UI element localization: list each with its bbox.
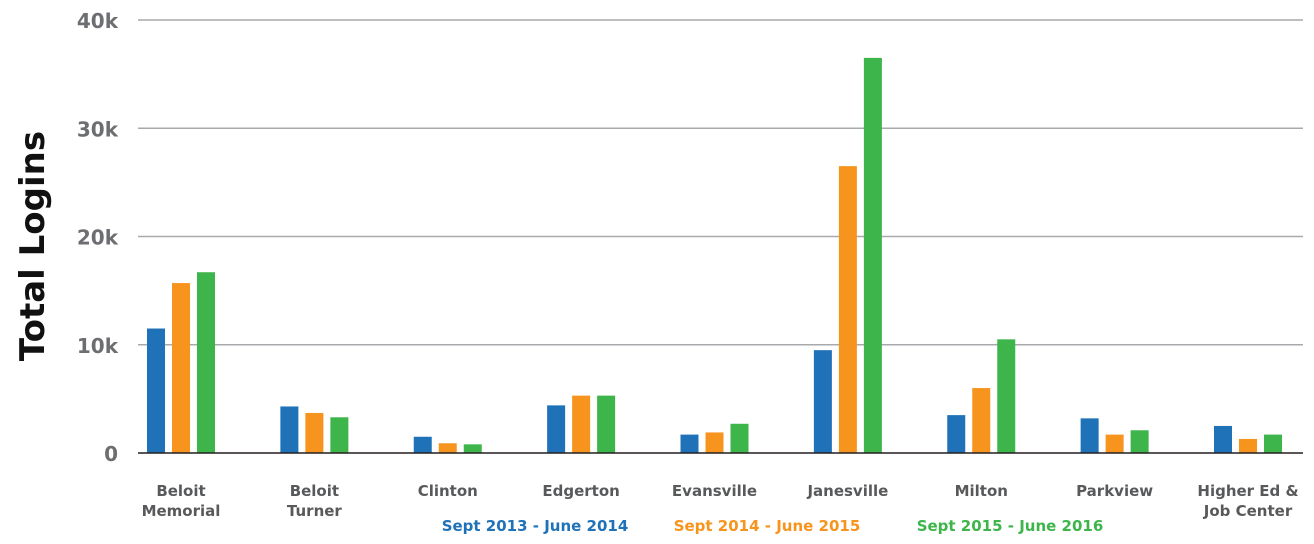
bar xyxy=(597,395,616,453)
x-tick-label: Clinton xyxy=(418,482,478,500)
x-tick-label-line: Memorial xyxy=(142,502,221,520)
bar xyxy=(680,434,699,453)
x-tick-label-line: Milton xyxy=(955,482,1008,500)
bar xyxy=(1239,438,1257,453)
bar xyxy=(813,350,832,453)
x-tick-label-line: Higher Ed & xyxy=(1197,482,1298,500)
x-tick-label-line: Beloit xyxy=(156,482,205,500)
bar xyxy=(730,423,749,453)
y-tick-labels: 0 10k 20k 30k 40k xyxy=(77,9,119,466)
bar xyxy=(280,406,299,453)
x-tick-label-line: Parkview xyxy=(1076,482,1153,500)
x-tick-label: Higher Ed & Job Center xyxy=(1197,482,1298,520)
bar xyxy=(330,417,349,453)
x-tick-label-line: Janesville xyxy=(806,482,888,500)
bar xyxy=(1080,418,1099,453)
legend-entry: Sept 2014 - June 2015 xyxy=(674,517,861,535)
bar xyxy=(572,395,591,453)
bar xyxy=(413,436,432,453)
bar xyxy=(438,443,457,453)
y-tick-label: 40k xyxy=(77,9,119,33)
bars xyxy=(147,57,1282,453)
x-tick-label: Evansville xyxy=(672,482,757,500)
legend-entry: Sept 2013 - June 2014 xyxy=(442,517,629,535)
x-tick-label-line: Evansville xyxy=(672,482,757,500)
bar xyxy=(172,283,190,453)
bar xyxy=(1105,434,1124,453)
bar xyxy=(463,444,482,453)
bar xyxy=(147,328,165,453)
x-tick-label-line: Edgerton xyxy=(542,482,619,500)
bar xyxy=(1264,434,1282,453)
bar xyxy=(972,388,991,453)
y-tick-label: 0 xyxy=(104,442,118,466)
bar xyxy=(947,415,966,453)
x-tick-label-line: Clinton xyxy=(418,482,478,500)
x-tick-label: Janesville xyxy=(806,482,888,500)
bar xyxy=(1214,425,1232,453)
bar xyxy=(997,339,1016,453)
y-axis-label: Total Logins xyxy=(13,131,53,361)
bar xyxy=(863,57,882,453)
x-tick-label: Beloit Memorial xyxy=(142,482,221,520)
x-tick-label: Beloit Turner xyxy=(287,482,343,520)
x-tick-label: Edgerton xyxy=(542,482,619,500)
x-tick-labels: Beloit Memorial Beloit Turner Clinton Edgerto… xyxy=(142,482,1299,520)
y-tick-label: 20k xyxy=(77,226,119,250)
legend-entry: Sept 2015 - June 2016 xyxy=(917,517,1104,535)
bar xyxy=(1130,430,1149,453)
bar xyxy=(705,432,724,453)
bar xyxy=(547,405,566,453)
x-tick-label: Parkview xyxy=(1076,482,1153,500)
x-tick-label: Milton xyxy=(955,482,1008,500)
x-tick-label-line: Turner xyxy=(287,502,343,520)
bar xyxy=(838,166,857,453)
x-tick-label-line: Job Center xyxy=(1203,502,1293,520)
legend: Sept 2013 - June 2014 Sept 2014 - June 20… xyxy=(442,517,1104,535)
x-tick-label-line: Beloit xyxy=(290,482,339,500)
bar xyxy=(197,272,215,453)
grid-lines xyxy=(138,19,1303,346)
y-tick-label: 30k xyxy=(77,117,119,141)
y-tick-label: 10k xyxy=(77,334,119,358)
bar xyxy=(305,412,324,453)
